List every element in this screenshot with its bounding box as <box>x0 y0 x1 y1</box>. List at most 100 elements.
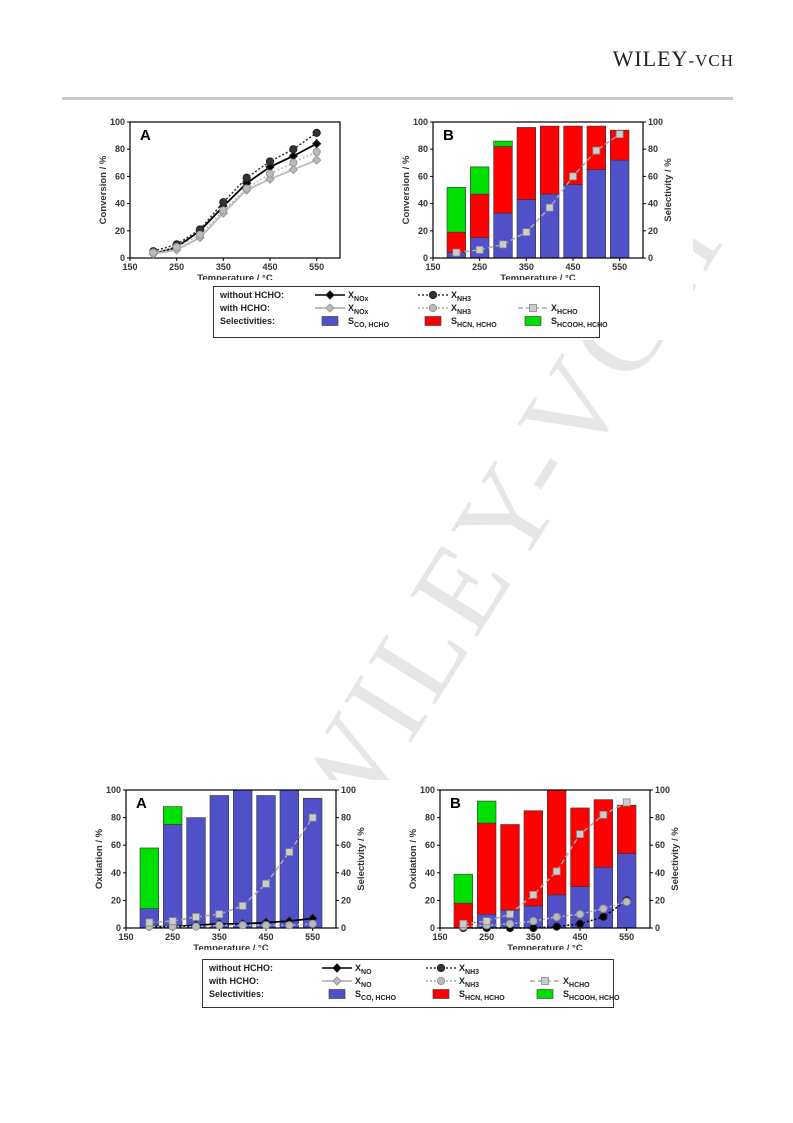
legend-marker <box>529 304 537 312</box>
legend-solid-diamond-black-icon <box>315 290 345 300</box>
x-tick-label-350: 350 <box>212 932 227 942</box>
y-axis-title: Conversion / % <box>98 155 109 224</box>
x-axis-title: Temperature / °C <box>500 273 576 280</box>
legend-hcooh-swatch-icon <box>524 316 542 326</box>
x-tick-label-250: 250 <box>472 262 487 272</box>
legend-s-co: SCO, HCHO <box>348 316 390 329</box>
figure-2-panel-b-chart: 150 250 350 450 550 0 0 20 20 40 40 60 60 80 80 100 100 T… <box>408 785 681 950</box>
x-tick-label-550: 550 <box>305 932 320 942</box>
y-tick-label-20: 20 <box>418 226 428 236</box>
series-point-1-500 <box>285 921 294 930</box>
legend-x-nh3-without: XNH3 <box>451 290 472 303</box>
y2-tick-label-0: 0 <box>341 923 346 933</box>
plot-frame <box>129 121 341 259</box>
series-point-1-450 <box>261 921 271 930</box>
bar-segment-300-1 <box>493 146 513 214</box>
publisher-logo: WILEY-VCH <box>613 46 734 72</box>
legend-s-co: SCO, HCHO <box>355 989 397 1002</box>
bar-segment-300-2 <box>493 140 513 147</box>
series-point-0-200 <box>452 248 461 257</box>
legend-x-hcho: XHCHO <box>563 976 590 989</box>
series-point-0-500 <box>599 912 608 922</box>
legend-row-selectivities: Selectivities: <box>209 989 265 999</box>
legend-row-without: without HCHO: <box>209 963 273 973</box>
figure-2-legend: without HCHO: with HCHO: Selectivities: … <box>202 959 620 1008</box>
publisher-main: WILEY <box>612 46 689 71</box>
figure-1-panel-b-chart: 150 250 350 450 550 0 0 20 20 40 40 60 60 80 80 100 100 T… <box>401 117 674 280</box>
series-point-1-400 <box>242 173 251 182</box>
bar-segment-350-1 <box>516 127 536 200</box>
bar-segment-450-0 <box>563 184 583 259</box>
series-point-3-550 <box>312 147 321 157</box>
y2-axis-title: Selectivity / % <box>663 158 674 222</box>
series-line-1 <box>153 132 318 252</box>
y2-tick-label-20: 20 <box>648 226 658 236</box>
legend-dotted-circle-gray-icon <box>426 976 456 986</box>
legend-swatch <box>424 316 442 326</box>
bar-segment-300-1 <box>500 824 520 911</box>
series-point-3-500 <box>289 158 298 167</box>
bar-segment-500-0 <box>279 789 299 929</box>
y-tick-label-40: 40 <box>418 199 428 209</box>
series-point-3-200 <box>149 248 158 257</box>
series-point-3-450 <box>265 169 275 178</box>
series-point-2-550 <box>311 155 322 165</box>
legend-hcn-swatch-icon <box>432 989 450 999</box>
legend-dotted-circle-dark-icon <box>426 963 456 973</box>
series-point-2-250 <box>482 917 491 926</box>
x-axis-title: Temperature / °C <box>507 943 583 950</box>
legend-dashed-square-gray-icon <box>518 304 548 312</box>
legend-x-nh3-without: XNH3 <box>459 963 480 976</box>
x-tick-label-450: 450 <box>258 932 273 942</box>
bar-segment-550-1 <box>617 804 637 854</box>
bar-segment-450-0 <box>256 795 276 929</box>
y2-tick-label-40: 40 <box>655 868 665 878</box>
y-tick-label-100: 100 <box>413 117 428 127</box>
legend-swatch <box>321 316 339 326</box>
series-point-1-550 <box>308 919 317 928</box>
x-tick-label-150: 150 <box>425 262 440 272</box>
legend-hcooh-swatch-icon <box>536 989 554 999</box>
y2-tick-label-80: 80 <box>655 813 665 823</box>
y-tick-label-80: 80 <box>111 813 121 823</box>
y2-tick-label-100: 100 <box>341 785 356 795</box>
y-tick-label-0: 0 <box>423 253 428 263</box>
series-point-0-500 <box>592 146 601 155</box>
x-tick-label-150: 150 <box>118 932 133 942</box>
y-tick-label-60: 60 <box>425 840 435 850</box>
legend-marker <box>325 290 335 300</box>
x-tick-label-250: 250 <box>479 932 494 942</box>
x-tick-label-550: 550 <box>612 262 627 272</box>
series-point-2-350 <box>215 910 224 919</box>
figure-1-legend: without HCHO: with HCHO: Selectivities: … <box>213 286 608 338</box>
legend-marker <box>541 977 549 985</box>
x-tick-label-450: 450 <box>262 262 277 272</box>
series-point-0-250 <box>475 245 484 254</box>
y-tick-label-80: 80 <box>418 144 428 154</box>
legend-marker <box>428 290 438 300</box>
bar-segment-200-2 <box>139 847 159 909</box>
x-axis-title: Temperature / °C <box>193 943 269 950</box>
x-axis-title: Temperature / °C <box>197 273 273 280</box>
y2-tick-label-0: 0 <box>648 253 653 263</box>
series-point-2-250 <box>168 917 177 926</box>
y-tick-label-100: 100 <box>106 785 121 795</box>
legend-x-nh3-with: XNH3 <box>459 976 480 989</box>
publisher-suffix: -VCH <box>688 51 734 70</box>
legend-co-swatch-icon <box>328 989 346 999</box>
y-axis-title: Conversion / % <box>401 155 412 224</box>
series-point-1-300 <box>505 919 515 928</box>
bar-segment-250-1 <box>470 193 490 238</box>
bar-segment-400-1 <box>547 789 567 896</box>
series-point-2-450 <box>576 830 584 839</box>
series-point-1-350 <box>529 917 538 926</box>
y-tick-label-60: 60 <box>115 171 125 181</box>
series-point-3-250 <box>172 243 181 252</box>
legend-swatch <box>536 989 554 999</box>
bar-segment-400-0 <box>540 193 560 259</box>
series-point-0-550 <box>615 130 624 139</box>
legend-swatch <box>328 989 346 999</box>
legend-marker <box>332 976 342 986</box>
y-tick-label-100: 100 <box>110 117 125 127</box>
bar-segment-300-0 <box>186 817 206 929</box>
